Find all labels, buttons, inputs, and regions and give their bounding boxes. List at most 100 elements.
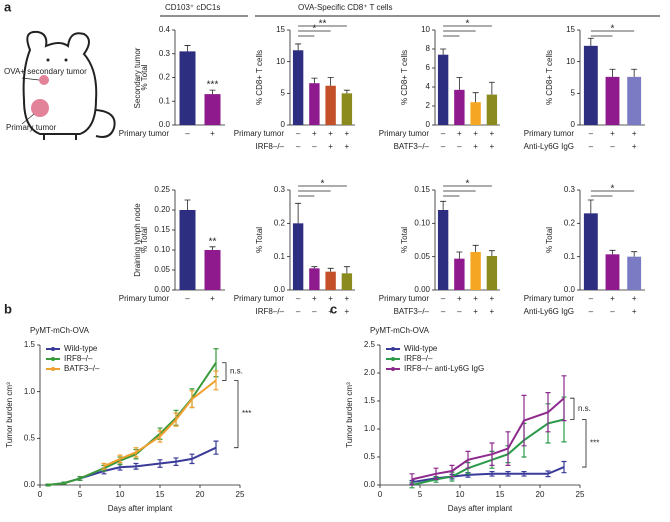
- y-axis-label: % Total: [140, 64, 149, 90]
- y-tick-label: 0.2: [159, 73, 171, 82]
- y-tick-label: 10: [566, 57, 575, 66]
- bar: [627, 256, 642, 290]
- header: CD103⁺ cDC1s: [165, 3, 220, 12]
- condition-value: –: [185, 294, 190, 303]
- error-bar: [101, 462, 107, 470]
- series-line: [103, 379, 217, 468]
- x-tick-label: 25: [236, 490, 245, 499]
- error-bar: [117, 454, 123, 464]
- x-tick-label: 5: [78, 490, 83, 499]
- condition-value: +: [632, 129, 637, 138]
- y-tick-label: 0.3: [159, 49, 171, 58]
- error-bar: [133, 447, 139, 458]
- bar: [309, 268, 320, 290]
- y-tick-label: 0.00: [154, 285, 170, 294]
- error-bar: [561, 460, 567, 474]
- error-bar: [295, 202, 302, 224]
- condition-value: +: [490, 129, 495, 138]
- error-bar: [133, 462, 139, 470]
- subtitle: PyMT-mCh-OVA: [30, 326, 90, 335]
- legend-label: Wild-type: [64, 344, 98, 353]
- series-line: [411, 397, 565, 481]
- x-tick-label: 15: [156, 490, 165, 499]
- condition-value: –: [441, 142, 446, 151]
- y-axis-label: % CD8+ T cells: [400, 50, 409, 105]
- condition-value: +: [457, 129, 462, 138]
- condition-value: –: [589, 129, 594, 138]
- bar: [309, 83, 320, 125]
- y-tick-label: 0.0: [24, 480, 36, 489]
- bar: [486, 94, 498, 125]
- error-bar: [61, 481, 67, 485]
- y-axis-label: % CD8+ T cells: [545, 50, 554, 105]
- y-tick-label: 0.0: [364, 480, 376, 489]
- legend-marker: [391, 357, 395, 361]
- condition-value: –: [296, 294, 301, 303]
- bar: [583, 213, 598, 290]
- error-bar: [545, 392, 551, 433]
- error-bar: [343, 89, 350, 94]
- error-bar: [587, 37, 594, 46]
- error-bar: [472, 92, 479, 103]
- bracket: [234, 380, 239, 449]
- y-tick-label: 4: [426, 82, 431, 91]
- bar: [470, 102, 481, 125]
- bar: [437, 54, 449, 126]
- condition-value: –: [589, 142, 594, 151]
- condition-value: +: [490, 142, 495, 151]
- mouse-illustration: [22, 30, 116, 140]
- bar: [325, 85, 336, 125]
- subtitle: PyMT-mCh-OVA: [370, 326, 430, 335]
- legend-label: IRF8–/–: [64, 354, 93, 363]
- condition-value: –: [610, 142, 615, 151]
- condition-label: Primary tumor: [119, 294, 170, 303]
- error-bar: [295, 43, 302, 51]
- y-tick-label: 5: [281, 88, 286, 97]
- y-tick-label: 0.10: [154, 245, 170, 254]
- error-bar: [521, 470, 527, 477]
- legend-label: IRF8–/– anti-Ly6G IgG: [404, 364, 484, 373]
- significance: *: [321, 179, 325, 190]
- bar: [325, 271, 336, 290]
- bar: [204, 250, 221, 290]
- bar: [204, 94, 221, 125]
- bar: [179, 210, 196, 290]
- condition-value: +: [457, 294, 462, 303]
- condition-value: –: [589, 307, 594, 316]
- error-bar: [189, 453, 195, 465]
- condition-value: –: [296, 129, 301, 138]
- condition-value: +: [473, 294, 478, 303]
- y-tick-label: 1.0: [24, 387, 36, 396]
- y-axis-label: % Total: [545, 227, 554, 253]
- significance: ***: [207, 80, 219, 91]
- condition-label: Primary tumor: [379, 129, 430, 138]
- error-bar: [184, 45, 191, 52]
- condition-label: Primary tumor: [234, 294, 285, 303]
- condition-value: –: [457, 307, 462, 316]
- bar: [437, 210, 449, 290]
- condition-value: –: [589, 294, 594, 303]
- x-axis-label: Days after implant: [448, 504, 513, 513]
- y-tick-label: 0.1: [564, 252, 576, 261]
- y-axis-label: % CD8+ T cells: [255, 50, 264, 105]
- bracket: [222, 362, 227, 381]
- significance: *: [611, 24, 615, 35]
- y-axis-label: Tumor burden cm³: [345, 382, 354, 448]
- error-bar: [213, 440, 219, 455]
- y-tick-label: 1.0: [364, 424, 376, 433]
- condition-value: +: [210, 129, 215, 138]
- condition-value: +: [328, 129, 333, 138]
- condition-label: Primary tumor: [524, 129, 575, 138]
- x-tick-label: 5: [418, 490, 423, 499]
- condition-label: IRF8–/–: [256, 307, 285, 316]
- condition-label: Primary tumor: [379, 294, 430, 303]
- bracket: [570, 397, 575, 420]
- bar: [627, 76, 642, 125]
- error-bar: [489, 442, 495, 466]
- error-bar: [45, 483, 51, 487]
- error-bar: [505, 431, 511, 466]
- pointer: [21, 113, 35, 125]
- annotation: n.s.: [230, 367, 243, 376]
- error-bar: [173, 412, 179, 427]
- x-tick-label: 15: [496, 490, 505, 499]
